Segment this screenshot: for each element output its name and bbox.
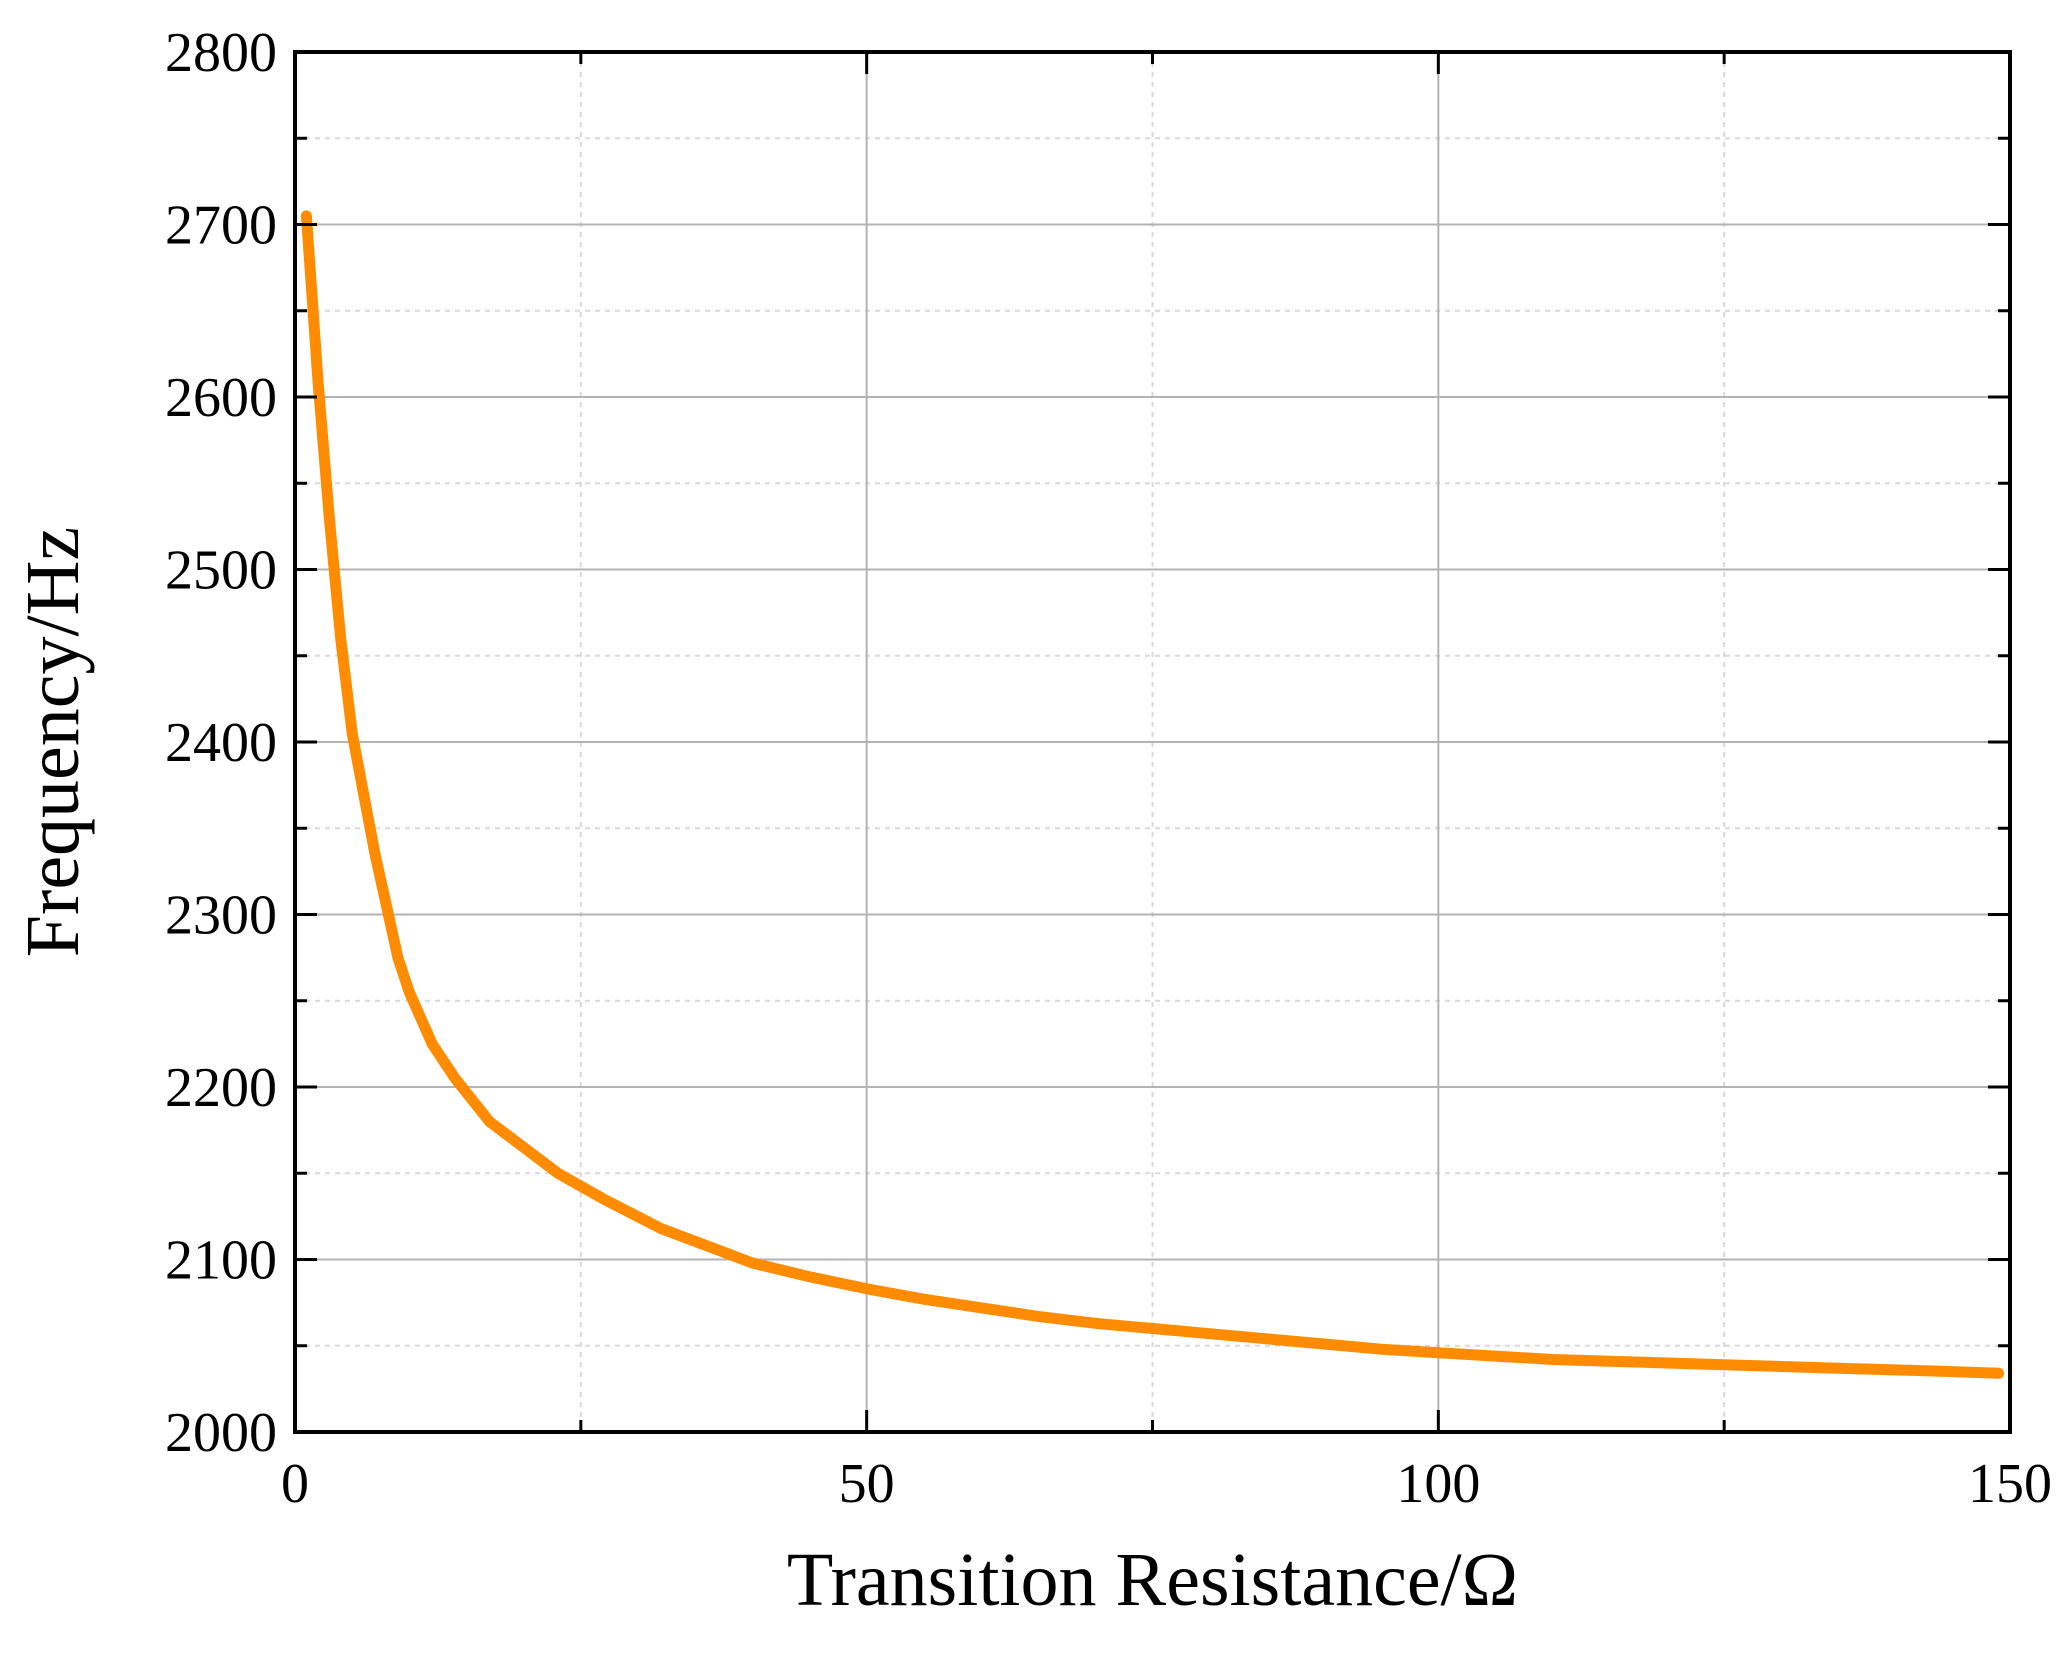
y-tick-label: 2100 <box>165 1230 277 1292</box>
major-gridlines <box>295 52 2010 1432</box>
y-tick-label: 2700 <box>165 195 277 257</box>
y-tick-labels: 2000 2100 2200 2300 2400 2500 2600 2700 2800 <box>165 22 277 1464</box>
axis-ticks <box>293 50 2012 1434</box>
x-tick-label: 50 <box>839 1453 895 1515</box>
y-axis-label: Frequency/Hz <box>11 527 95 958</box>
y-tick-label: 2000 <box>165 1402 277 1464</box>
series-layer <box>300 210 2005 1379</box>
y-tick-label: 2600 <box>165 367 277 429</box>
x-tick-label: 100 <box>1396 1453 1480 1515</box>
y-tick-label: 2400 <box>165 712 277 774</box>
y-tick-label: 2300 <box>165 885 277 947</box>
y-tick-label: 2500 <box>165 540 277 602</box>
x-tick-label: 0 <box>281 1453 309 1515</box>
x-axis-label: Transition Resistance/Ω <box>787 1538 1518 1622</box>
x-tick-label: 150 <box>1968 1453 2052 1515</box>
series-line <box>300 210 2005 1379</box>
y-tick-label: 2200 <box>165 1057 277 1119</box>
y-tick-label: 2800 <box>165 22 277 84</box>
x-tick-labels: 0 50 100 150 <box>281 1453 2052 1515</box>
